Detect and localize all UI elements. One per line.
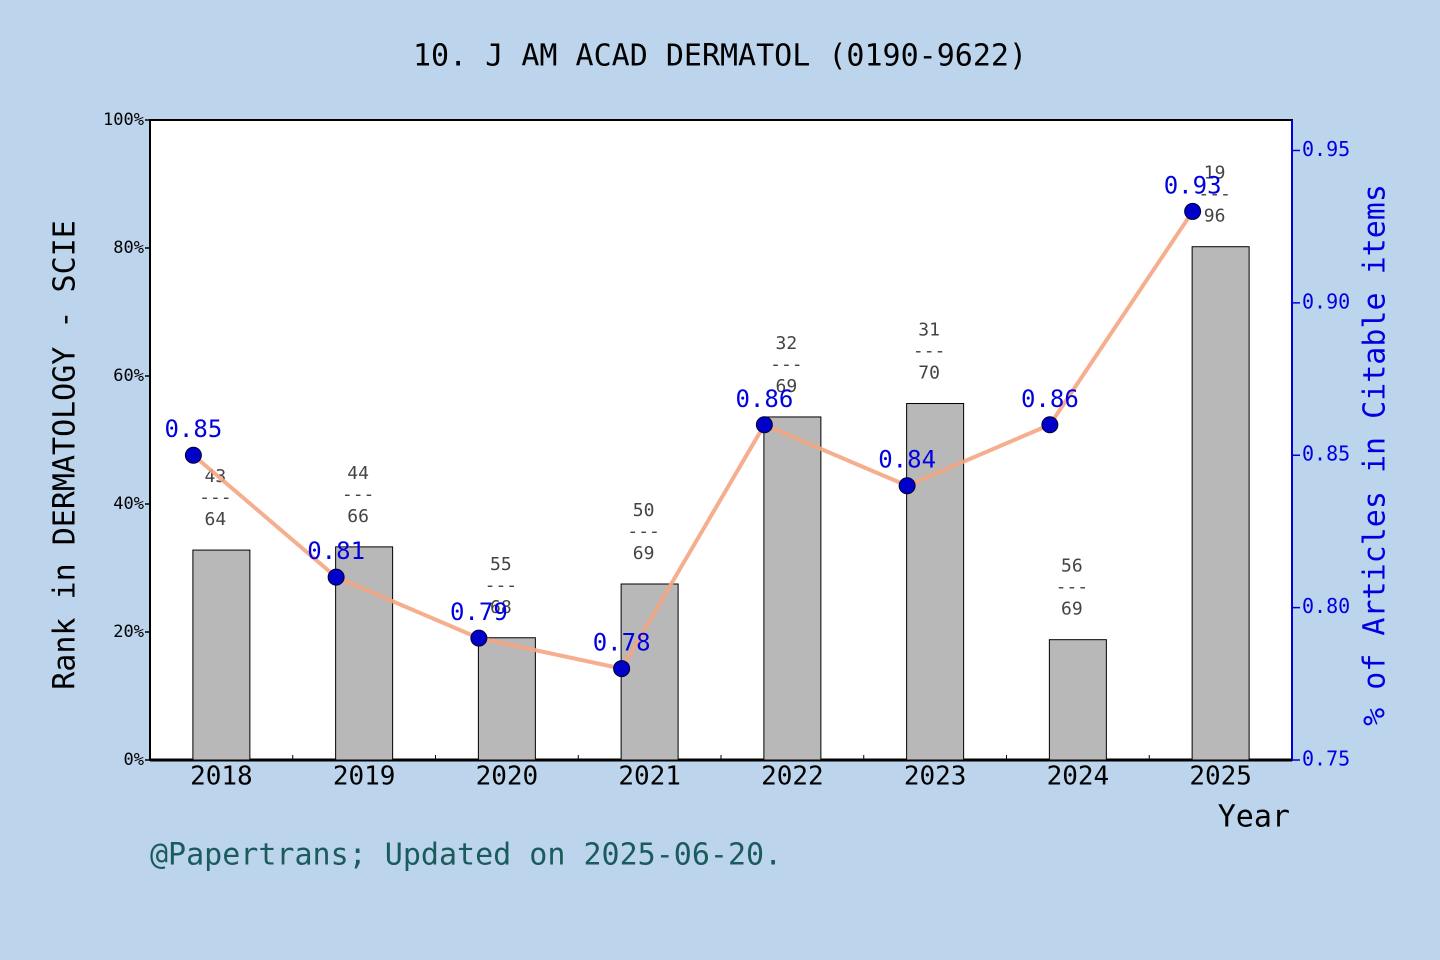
y-axis-label: Rank in DERMATOLOGY - SCIE (48, 220, 83, 690)
value-label: 0.78 (593, 629, 651, 657)
y-tick-label: 20% (113, 622, 144, 642)
bar (906, 403, 965, 761)
bar (477, 637, 536, 761)
rank-label: 56 (1061, 556, 1083, 577)
line (192, 210, 1195, 671)
rank-separator: --- (1056, 577, 1089, 598)
plot: 0% 20% 40% 60% 80% 100% 0.75 0.80 0.85 0.90 0.95 20… (103, 110, 1350, 792)
footer: @Papertrans; Updated on 2025-06-20. (150, 838, 782, 873)
y2-tick-label: 0.75 (1302, 747, 1350, 771)
y-tick-label: 0% (124, 750, 144, 770)
bar (763, 416, 822, 761)
x-tick-label: 2022 (761, 762, 824, 792)
y-tick-label: 80% (113, 238, 144, 258)
rank-separator: --- (1198, 184, 1231, 205)
y2-tick-label: 0.80 (1302, 594, 1350, 618)
bar (1048, 639, 1107, 761)
rank-separator: --- (199, 487, 232, 508)
x-tick-label: 2019 (333, 762, 396, 792)
x-tick-label: 2023 (904, 762, 967, 792)
point (1041, 416, 1059, 434)
rank-total: 64 (205, 509, 227, 530)
point (613, 660, 631, 678)
rank-separator: --- (485, 575, 518, 596)
point (470, 629, 488, 647)
x-tick-label: 2021 (618, 762, 681, 792)
x-tick-label: 2018 (190, 762, 253, 792)
rank-total: 70 (918, 363, 940, 384)
y2-axis-label: % of Articles in Citable items (1358, 184, 1393, 726)
rank-label: 44 (347, 463, 369, 484)
value-label: 0.79 (450, 598, 508, 626)
value-label: 0.86 (1021, 385, 1079, 413)
point (755, 416, 773, 434)
rank-total: 69 (776, 376, 798, 397)
y-tick-label: 40% (113, 494, 144, 514)
rank-total: 69 (1061, 599, 1083, 620)
value-label: 0.81 (307, 537, 365, 565)
bar (620, 583, 679, 761)
rank-label: 31 (918, 320, 940, 341)
rank-label: 50 (633, 500, 655, 521)
y2-tick-label: 0.85 (1302, 442, 1350, 466)
value-label: 0.93 (1164, 171, 1222, 199)
x-tick-label: 2020 (476, 762, 539, 792)
rank-label: 19 (1204, 163, 1226, 184)
rank-total: 96 (1204, 206, 1226, 227)
value-label: 0.86 (735, 385, 793, 413)
point (184, 446, 202, 464)
x-tick-label: 2024 (1047, 762, 1110, 792)
point (1184, 202, 1202, 220)
value-label: 0.84 (878, 446, 936, 474)
x-axis-label: Year (1218, 800, 1290, 835)
rank-separator: --- (913, 341, 946, 362)
chart-title: 10. J AM ACAD DERMATOL (0190-9622) (413, 39, 1027, 74)
x-tick-label: 2025 (1189, 762, 1252, 792)
bar (1191, 246, 1250, 761)
y2-tick-label: 0.95 (1302, 137, 1350, 161)
rank-separator: --- (342, 484, 375, 505)
point (898, 477, 916, 495)
rank-total: 68 (490, 597, 512, 618)
rank-total: 66 (347, 506, 369, 527)
rank-total: 69 (633, 543, 655, 564)
rank-separator: --- (627, 521, 660, 542)
y-tick-label: 100% (103, 110, 144, 130)
point (327, 568, 345, 586)
value-label: 0.85 (164, 415, 222, 443)
rank-label: 55 (490, 554, 512, 575)
rank-separator: --- (770, 354, 803, 375)
y2-tick-label: 0.90 (1302, 289, 1350, 313)
bar (192, 549, 251, 761)
rank-label: 32 (776, 333, 798, 354)
plot-area (149, 119, 1293, 761)
y-tick-label: 60% (113, 366, 144, 386)
